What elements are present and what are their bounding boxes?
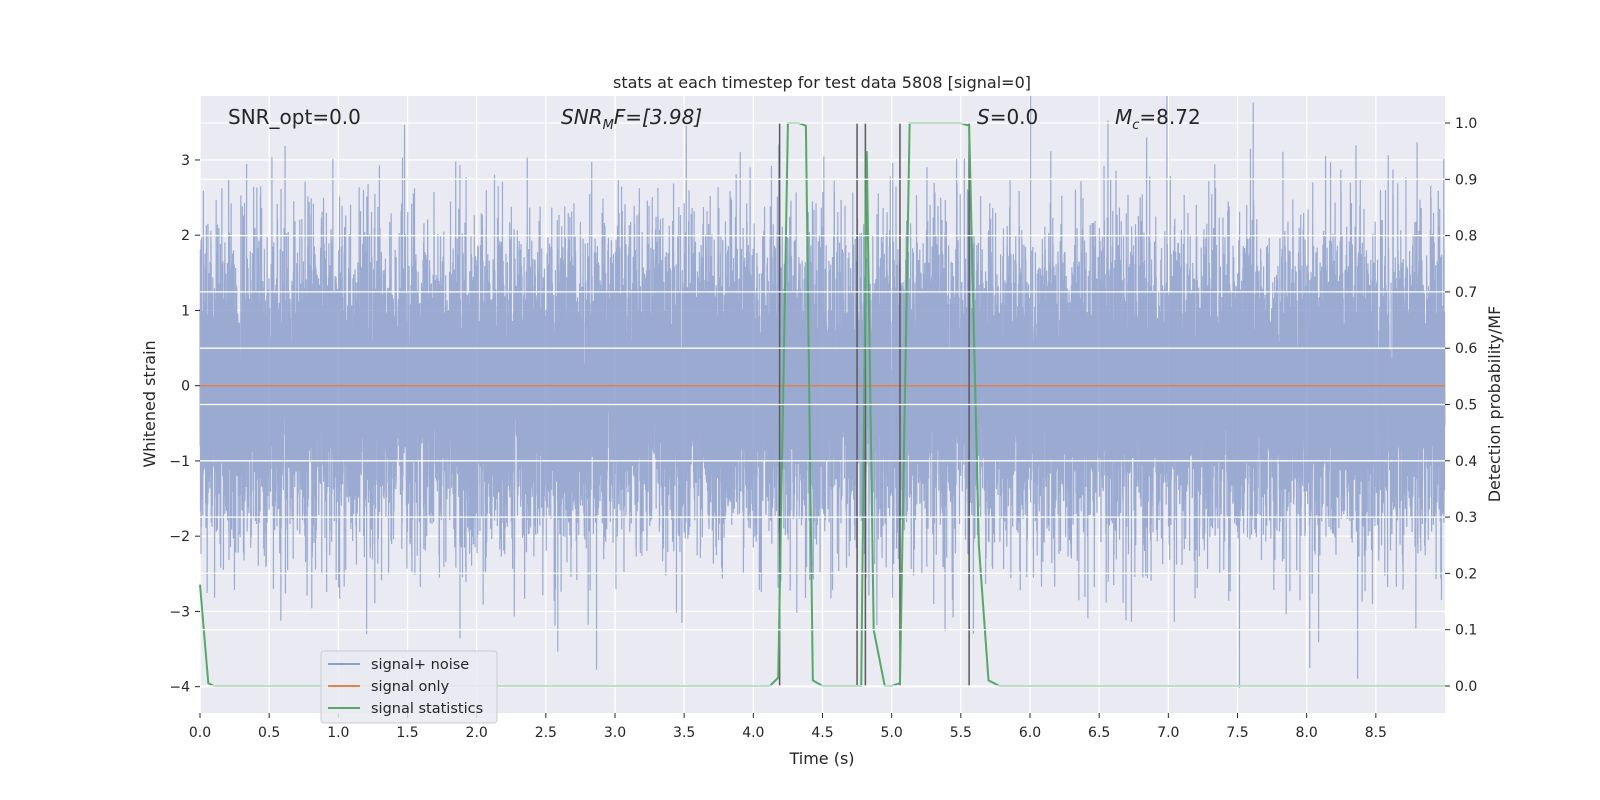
legend: signal+ noise signal only signal statist…: [320, 650, 498, 724]
annotation-s: S=0.0: [977, 105, 1038, 129]
right-y-tick-label: 0.0: [1455, 679, 1477, 695]
right-y-tick-label: 0.9: [1455, 172, 1477, 188]
right-y-tick-labels: 1.0 0.9 0.8 0.7 0.6 0.5 0.4 0.3 0.2 0.1 0.0: [1445, 116, 1477, 695]
legend-box: [320, 650, 498, 724]
right-y-tick-label: 0.1: [1455, 623, 1477, 639]
annotation-snr-mf: SNRMF=[3.98]: [561, 105, 702, 133]
x-tick-label: 7.0: [1157, 725, 1179, 741]
left-y-tick-label: 1: [181, 303, 190, 319]
x-tick-label: 0.5: [258, 725, 280, 741]
signal-noise-line: [199, 95, 1446, 688]
x-tick-label: 8.0: [1296, 725, 1318, 741]
x-tick-label: 5.0: [881, 725, 903, 741]
right-y-tick-label: 0.3: [1455, 510, 1477, 526]
x-tick-label: 6.5: [1088, 725, 1110, 741]
left-y-tick-label: 0: [181, 379, 190, 395]
annotation-mc: Mc=8.72: [1115, 105, 1201, 133]
left-y-tick-label: −3: [169, 604, 190, 620]
x-tick-label: 8.5: [1365, 725, 1387, 741]
left-y-axis-label: Whitened strain: [140, 340, 159, 467]
series-signal-noise: [199, 95, 1446, 688]
x-tick-label: 4.5: [811, 725, 833, 741]
x-tick-label: 2.0: [466, 725, 488, 741]
x-tick-label: 1.0: [327, 725, 349, 741]
left-y-tick-label: 3: [181, 153, 190, 169]
right-y-tick-label: 0.7: [1455, 285, 1477, 301]
x-tick-label: 5.5: [950, 725, 972, 741]
x-tick-label: 2.5: [535, 725, 557, 741]
right-axis-gridlines: [200, 122, 1445, 687]
legend-label-signal-only: signal only: [371, 679, 450, 695]
right-y-axis-label: Detection probability/MF: [1485, 306, 1504, 503]
right-y-tick-label: 0.4: [1455, 454, 1477, 470]
x-tick-label: 3.0: [604, 725, 626, 741]
annotation-snr-opt: SNR_opt=0.0: [228, 105, 361, 129]
legend-label-signal-statistics: signal statistics: [371, 701, 483, 717]
x-tick-label: 7.5: [1226, 725, 1248, 741]
x-tick-label: 0.0: [189, 725, 211, 741]
legend-label-signal-noise: signal+ noise: [371, 657, 469, 673]
right-y-tick-label: 0.2: [1455, 566, 1477, 582]
x-tick-label: 3.5: [673, 725, 695, 741]
left-y-tick-labels: 3 2 1 0 −1 −2 −3 −4: [169, 153, 200, 696]
left-y-tick-label: 2: [181, 228, 190, 244]
x-tick-label: 1.5: [396, 725, 418, 741]
x-axis-label: Time (s): [788, 749, 854, 768]
right-y-tick-label: 0.8: [1455, 229, 1477, 245]
x-tick-label: 6.0: [1019, 725, 1041, 741]
chart-title: stats at each timestep for test data 580…: [613, 73, 1031, 92]
right-y-tick-label: 1.0: [1455, 116, 1477, 132]
left-y-tick-label: −2: [169, 529, 190, 545]
x-tick-label: 4.0: [742, 725, 764, 741]
right-y-tick-label: 0.6: [1455, 341, 1477, 357]
x-tick-labels: 0.0 0.5 1.0 1.5 2.0 2.5 3.0 3.5 4.0 4.5 5.0 5.5 6.0 6…: [189, 713, 1387, 741]
left-y-tick-label: −1: [169, 454, 190, 470]
left-y-tick-label: −4: [169, 680, 190, 696]
right-y-tick-label: 0.5: [1455, 398, 1477, 414]
